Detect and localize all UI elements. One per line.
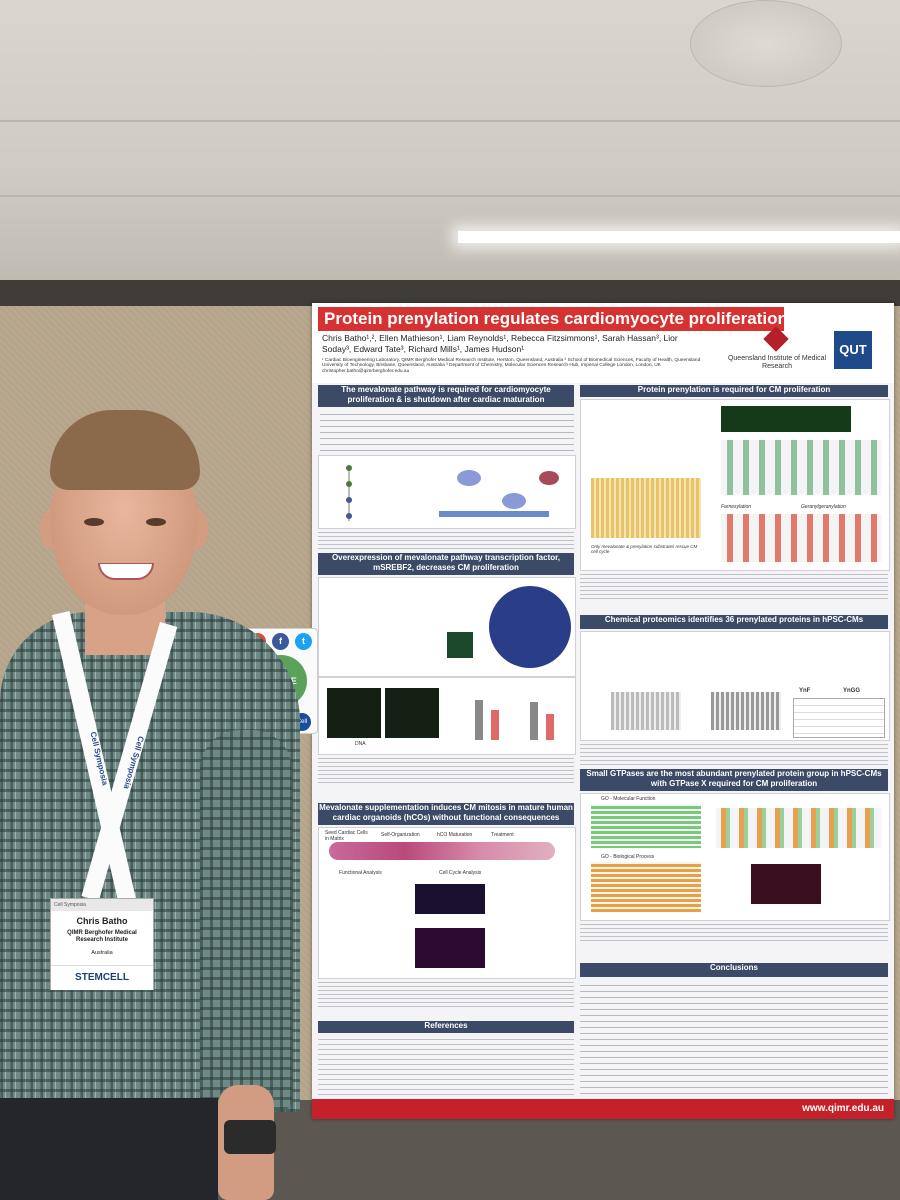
section-heading: Chemical proteomics identifies 36 prenyl… — [580, 615, 888, 629]
figure-4: Only mevalonate & prenylation substrates… — [580, 399, 890, 571]
cell-diagram — [489, 586, 571, 668]
section-heading: References — [318, 1021, 574, 1033]
facebook-icon: f — [272, 633, 289, 650]
references-list — [318, 1035, 574, 1095]
section-heading: Mevalonate supplementation induces CM mi… — [318, 803, 574, 825]
label-go-bp: GO - Biological Process — [601, 854, 655, 860]
section-heading: The mevalonate pathway is required for c… — [318, 385, 574, 407]
micrograph-strip — [721, 406, 851, 432]
figure-1 — [318, 455, 576, 529]
ceiling-panel-line — [0, 195, 900, 197]
micrograph-image — [327, 688, 381, 738]
label-farnesylation: Farnesylation — [721, 504, 752, 510]
go-bar-chart — [591, 804, 701, 848]
micrograph-image — [385, 688, 439, 738]
conclusions-text — [580, 981, 888, 1095]
label-cell-cycle: Cell Cycle Analysis — [439, 870, 482, 876]
organoid-image — [415, 884, 485, 914]
protein-table — [793, 698, 885, 738]
badge-event: Cell Symposia — [51, 899, 153, 911]
ceiling-light — [458, 231, 900, 243]
bar-charts-grid — [721, 514, 881, 562]
figure-3: Seed Cardiac Cells in Matrix Self-Organi… — [318, 827, 576, 979]
bar-charts-grid — [721, 440, 881, 495]
organoid-workflow — [329, 842, 555, 860]
man-eye — [146, 518, 166, 526]
fig-4-note: Only mevalonate & prenylation substrates… — [591, 544, 698, 554]
step-treatment: Treatment — [491, 832, 514, 838]
twitter-icon: t — [295, 633, 312, 650]
gel-image — [611, 692, 681, 730]
gel-image — [711, 692, 781, 730]
poster-affiliations: ¹ Cardiac Bioengineering Laboratory, QIM… — [322, 358, 701, 374]
screen-bar-chart — [591, 478, 701, 538]
badge-name: Chris Batho — [76, 916, 128, 926]
poster-footer — [312, 1099, 894, 1119]
man-eye — [84, 518, 104, 526]
go-bar-chart — [591, 862, 701, 912]
man-pants — [0, 1098, 218, 1200]
figure-2-schematic — [318, 577, 576, 677]
figure-6: GO - Molecular Function GO - Biological … — [580, 793, 890, 921]
qimr-logo-text: Queensland Institute of Medical Research — [727, 355, 827, 370]
figure-4-caption — [580, 571, 888, 599]
figure-2-images: DNA — [318, 677, 576, 755]
intro-text-block — [320, 410, 574, 452]
poster-authors: Chris Batho¹,², Ellen Mathieson¹, Liam R… — [322, 333, 678, 354]
bar-chart — [469, 690, 509, 740]
label-ynf: YnF — [799, 688, 811, 694]
qut-logo: QUT — [834, 331, 872, 369]
bar-charts-grid — [716, 808, 881, 848]
man-hair — [50, 410, 200, 490]
ceiling-panel-line — [0, 120, 900, 122]
label-functional: Functional Analysis — [339, 870, 382, 876]
badge-organization: QIMR Berghofer Medical Research Institut… — [67, 930, 137, 943]
figure-2-caption — [318, 755, 574, 783]
poster-header: Protein prenylation regulates cardiomyoc… — [312, 303, 894, 383]
organoid-image — [415, 928, 485, 968]
fig-label-dna: DNA — [355, 741, 366, 747]
step-self-org: Self-Organization — [381, 832, 420, 838]
poster-website: www.qimr.edu.au — [802, 1103, 884, 1114]
step-seed: Seed Cardiac Cells in Matrix — [325, 830, 368, 842]
name-badge: Cell Symposia Chris Batho QIMR Berghofer… — [50, 898, 154, 990]
man-arm — [200, 730, 292, 1110]
scientific-poster: Protein prenylation regulates cardiomyoc… — [312, 303, 894, 1119]
figure-5: YnF YnGG — [580, 631, 890, 741]
pathway-diagram — [346, 465, 559, 521]
ceiling-speaker — [690, 0, 842, 87]
poster-title: Protein prenylation regulates cardiomyoc… — [318, 307, 784, 331]
badge-sponsor-logo: STEMCELL — [51, 965, 153, 990]
micrograph-image — [751, 864, 821, 904]
section-heading: Conclusions — [580, 963, 888, 977]
micrograph-thumb — [447, 632, 473, 658]
badge-country: Australia — [91, 950, 113, 956]
step-maturation: hCO Maturation — [437, 832, 473, 838]
bar-chart — [524, 690, 564, 740]
figure-3-caption — [318, 979, 574, 1007]
section-heading: Protein prenylation is required for CM p… — [580, 385, 888, 397]
board-rail — [0, 280, 900, 306]
section-heading: Overexpression of mevalonate pathway tra… — [318, 553, 574, 575]
label-yngg: YnGG — [843, 688, 861, 694]
figure-1-caption — [318, 529, 574, 549]
wristwatch — [224, 1120, 276, 1154]
label-go-mf: GO - Molecular Function — [601, 796, 656, 802]
label-geranylgeranylation: Geranylgeranylation — [801, 504, 846, 510]
section-heading: Small GTPases are the most abundant pren… — [580, 769, 888, 791]
figure-5-caption — [580, 741, 888, 765]
man-smile — [98, 563, 154, 580]
figure-6-caption — [580, 921, 888, 943]
